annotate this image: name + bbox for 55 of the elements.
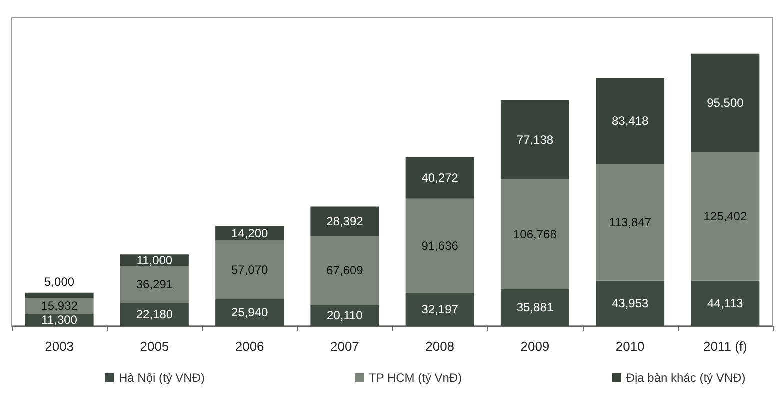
data-label: 43,953 (612, 296, 649, 310)
bar (691, 280, 760, 326)
x-tick-label: 2009 (520, 339, 550, 354)
data-label: 11,000 (136, 253, 173, 268)
x-tick-label: 2011 (f) (704, 339, 748, 354)
data-label: 91,636 (422, 238, 459, 253)
bar (500, 289, 570, 326)
bar (500, 100, 570, 180)
bar (406, 292, 474, 326)
data-label: 113,847 (609, 215, 652, 230)
x-tick-label: 2010 (616, 339, 645, 354)
bar (596, 164, 665, 281)
x-tick-label: 2007 (330, 339, 360, 354)
x-tick-label: 2005 (140, 339, 170, 354)
bar (310, 206, 380, 236)
data-label: 11,300 (42, 313, 78, 328)
bar (216, 299, 284, 326)
bar (25, 292, 94, 298)
bar (500, 180, 570, 290)
data-label: 5,000 (44, 274, 75, 289)
bar (596, 280, 665, 326)
bar (691, 54, 760, 152)
data-label: 36,291 (136, 278, 174, 292)
legend-label: TP HCM (tỷ VnĐ) (369, 371, 462, 385)
x-tick-label: 2006 (235, 339, 264, 354)
bar (596, 78, 665, 164)
x-tick-label: 2003 (45, 339, 74, 354)
data-label: 40,272 (422, 171, 459, 186)
data-label: 83,418 (612, 114, 649, 128)
data-label: 20,110 (327, 308, 364, 323)
bar (406, 158, 474, 199)
data-label: 22,180 (136, 308, 174, 322)
data-label: 25,940 (231, 306, 268, 320)
data-label: 44,113 (708, 296, 744, 310)
data-label: 77,138 (516, 132, 554, 147)
bar (120, 266, 189, 304)
data-label: 28,392 (326, 214, 364, 228)
data-label: 125,402 (704, 209, 748, 224)
bar (310, 236, 380, 306)
data-label: 14,200 (231, 226, 268, 240)
bar (216, 240, 284, 300)
data-label: 95,500 (707, 96, 744, 110)
legend-label: Địa bàn khác (tỷ VNĐ) (626, 371, 746, 385)
bar (691, 152, 760, 281)
bar (406, 198, 474, 293)
data-label: 15,932 (41, 299, 78, 314)
data-label: 32,197 (422, 302, 459, 316)
data-label: 57,070 (231, 263, 268, 278)
bar (120, 303, 189, 326)
x-tick-label: 2008 (426, 339, 455, 354)
data-label: 67,609 (326, 264, 364, 278)
bar (310, 305, 380, 326)
data-label: 106,768 (513, 227, 558, 242)
legend-label: Hà Nội (tỷ VNĐ) (119, 371, 206, 385)
data-label: 35,881 (516, 300, 554, 315)
